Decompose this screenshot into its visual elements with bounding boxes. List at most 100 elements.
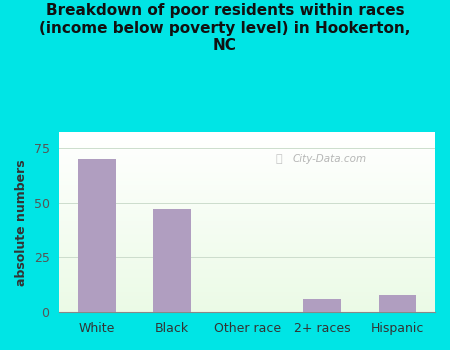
Bar [59, 267, 435, 268]
Bar [59, 193, 435, 194]
Bar [59, 168, 435, 169]
Bar [59, 226, 435, 227]
Bar [59, 235, 435, 236]
Y-axis label: absolute numbers: absolute numbers [15, 159, 28, 286]
Bar [59, 148, 435, 149]
Bar [59, 244, 435, 245]
Bar [59, 159, 435, 160]
Bar [59, 177, 435, 178]
Bar [59, 134, 435, 135]
Bar [59, 155, 435, 156]
Bar [59, 205, 435, 206]
Bar [59, 152, 435, 153]
Bar [59, 217, 435, 218]
Bar [303, 299, 341, 312]
Text: City-Data.com: City-Data.com [292, 154, 366, 164]
Bar [59, 229, 435, 230]
Bar [59, 265, 435, 266]
Bar [59, 200, 435, 201]
Bar [59, 295, 435, 296]
Bar [59, 223, 435, 224]
Bar [59, 186, 435, 187]
Bar [59, 233, 435, 234]
Bar [59, 251, 435, 252]
Bar [59, 248, 435, 249]
Bar [59, 138, 435, 139]
Bar [59, 195, 435, 196]
Bar [59, 245, 435, 246]
Bar [59, 274, 435, 275]
Bar [59, 183, 435, 184]
Bar [59, 156, 435, 158]
Bar [59, 231, 435, 232]
Bar [59, 165, 435, 166]
Bar [59, 174, 435, 175]
Bar [59, 282, 435, 284]
Bar [59, 252, 435, 253]
Bar [59, 236, 435, 237]
Bar [59, 143, 435, 144]
Bar [59, 210, 435, 211]
Bar [59, 224, 435, 225]
Bar [59, 228, 435, 229]
Bar [59, 268, 435, 269]
Bar [59, 213, 435, 214]
Bar [59, 250, 435, 251]
Bar [59, 144, 435, 145]
Bar [59, 309, 435, 310]
Bar [59, 150, 435, 151]
Bar [59, 142, 435, 143]
Bar [59, 153, 435, 154]
Bar [59, 293, 435, 294]
Bar [59, 297, 435, 298]
Bar [59, 164, 435, 165]
Bar [59, 208, 435, 209]
Bar [59, 296, 435, 297]
Bar [59, 154, 435, 155]
Bar [59, 197, 435, 198]
Bar [59, 219, 435, 220]
Bar [59, 222, 435, 223]
Bar [59, 234, 435, 235]
Bar [59, 237, 435, 238]
Bar [59, 182, 435, 183]
Bar [59, 288, 435, 289]
Bar [59, 203, 435, 204]
Bar [59, 232, 435, 233]
Bar [59, 140, 435, 141]
Bar [59, 269, 435, 270]
Bar [59, 264, 435, 265]
Bar [59, 175, 435, 176]
Bar [59, 141, 435, 142]
Bar [59, 166, 435, 167]
Bar [59, 246, 435, 247]
Bar [59, 225, 435, 226]
Bar [59, 191, 435, 192]
Bar [59, 179, 435, 180]
Bar [59, 249, 435, 250]
Bar [59, 215, 435, 216]
Bar [59, 209, 435, 210]
Bar [59, 220, 435, 222]
Bar [59, 137, 435, 138]
Bar [59, 212, 435, 213]
Bar [59, 241, 435, 242]
Bar [59, 266, 435, 267]
Bar [59, 308, 435, 309]
Bar [59, 158, 435, 159]
Bar [59, 260, 435, 261]
Bar [59, 300, 435, 301]
Bar [59, 259, 435, 260]
Bar [59, 173, 435, 174]
Bar [59, 242, 435, 243]
Bar [59, 160, 435, 161]
Bar [59, 273, 435, 274]
Bar [59, 171, 435, 172]
Bar [59, 178, 435, 179]
Bar [59, 196, 435, 197]
Bar [59, 184, 435, 186]
Bar [59, 247, 435, 248]
Bar [59, 218, 435, 219]
Bar [59, 298, 435, 299]
Bar [59, 279, 435, 280]
